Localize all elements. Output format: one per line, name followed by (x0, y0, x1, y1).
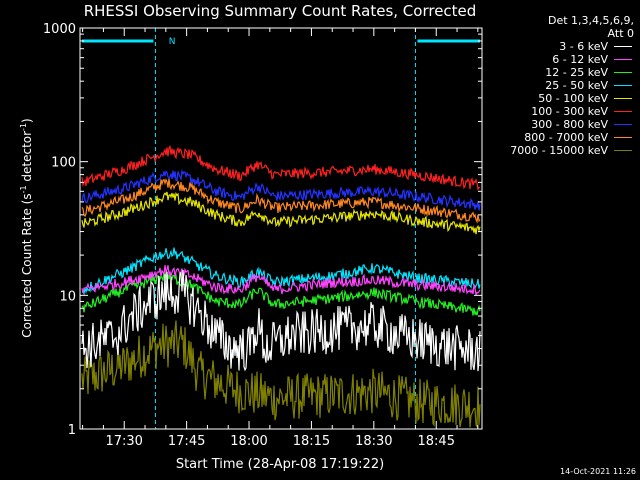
y-axis-ticks: 1 10 100 1000 (43, 22, 482, 438)
legend-label-4: 50 - 100 keV (538, 92, 608, 105)
plot-frame (79, 27, 483, 430)
y-tick-label-2: 100 (51, 156, 76, 171)
legend-item-8: 7000 - 15000 keV (484, 144, 634, 157)
legend-item-1: 6 - 12 keV (484, 53, 634, 66)
legend-swatch-0 (614, 46, 632, 47)
x-axis-label: Start Time (28-Apr-08 17:19:22) (176, 457, 384, 472)
legend-swatch-1 (614, 59, 632, 60)
series-line-7 (81, 178, 481, 224)
series-line-8 (81, 320, 481, 429)
legend-label-2: 12 - 25 keV (545, 66, 608, 79)
legend-item-5: 100 - 300 keV (484, 105, 634, 118)
legend-item-0: 3 - 6 keV (484, 40, 634, 53)
series-line-3 (81, 247, 481, 296)
y-axis-label: Corrected Count Rate (s-1 detector-1) (19, 118, 34, 337)
legend-label-1: 6 - 12 keV (552, 53, 608, 66)
legend-swatch-6 (614, 124, 632, 125)
x-tick-label-0: 17:30 (105, 434, 142, 449)
generation-timestamp: 14-Oct-2021 11:26 (560, 467, 636, 476)
legend-swatch-3 (614, 85, 632, 86)
legend-swatch-4 (614, 98, 632, 99)
y-tick-label-1: 10 (59, 289, 76, 304)
legend: Det 1,3,4,5,6,9, Att 0 3 - 6 keV 6 - 12 k… (484, 14, 634, 157)
series-line-4 (81, 191, 481, 235)
legend-swatch-2 (614, 72, 632, 73)
x-tick-label-4: 18:30 (355, 434, 392, 449)
legend-label-5: 100 - 300 keV (531, 105, 608, 118)
chart-title: RHESSI Observing Summary Count Rates, Co… (84, 2, 477, 20)
series-line-0 (81, 269, 481, 372)
legend-item-2: 12 - 25 keV (484, 66, 634, 79)
saa-marker-label: N (169, 37, 176, 47)
legend-label-8: 7000 - 15000 keV (510, 144, 608, 157)
y-tick-label-0: 1 (68, 423, 76, 438)
legend-item-6: 300 - 800 keV (484, 118, 634, 131)
y-tick-label-3: 1000 (43, 22, 76, 37)
series-line-1 (81, 265, 481, 297)
series-line-5 (81, 145, 481, 191)
legend-swatch-8 (614, 150, 632, 151)
x-tick-label-2: 18:00 (230, 434, 267, 449)
legend-label-7: 800 - 7000 keV (524, 131, 608, 144)
legend-item-7: 800 - 7000 keV (484, 131, 634, 144)
x-tick-label-3: 18:15 (293, 434, 330, 449)
legend-swatch-5 (614, 111, 632, 112)
series-lines (81, 145, 481, 429)
series-line-2 (81, 271, 481, 316)
legend-item-4: 50 - 100 keV (484, 92, 634, 105)
legend-header-attenuator: Att 0 (607, 27, 634, 40)
legend-label-0: 3 - 6 keV (559, 40, 608, 53)
legend-item-3: 25 - 50 keV (484, 79, 634, 92)
legend-label-6: 300 - 800 keV (531, 118, 608, 131)
series-line-6 (81, 168, 481, 211)
x-tick-label-1: 17:45 (168, 434, 205, 449)
legend-label-3: 25 - 50 keV (545, 79, 608, 92)
x-tick-label-5: 18:45 (418, 434, 455, 449)
legend-swatch-7 (614, 137, 632, 138)
x-axis-ticks: 17:30 17:45 18:00 18:15 18:30 18:45 (82, 28, 479, 449)
legend-header-detectors: Det 1,3,4,5,6,9, (547, 14, 634, 27)
